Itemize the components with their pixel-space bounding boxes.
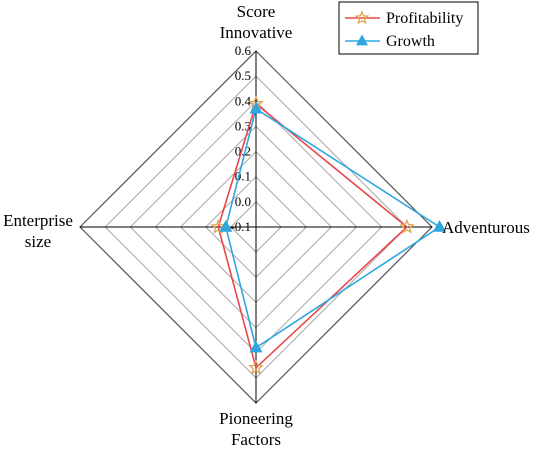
- data-point: [248, 359, 264, 375]
- legend-item: Growth: [345, 33, 435, 50]
- tick-label: 0.5: [235, 68, 251, 83]
- data-point: [249, 340, 263, 353]
- data-point: [432, 219, 447, 232]
- tick-label: -0.1: [230, 219, 251, 234]
- tick-label: 0.3: [235, 118, 251, 133]
- data-point: [399, 218, 415, 234]
- data-point: [210, 218, 227, 234]
- tick-label: 0.4: [235, 93, 252, 108]
- radial-tick-labels: -0.10.00.10.20.30.40.50.6: [230, 43, 251, 234]
- axis-label: Adventurous: [442, 218, 530, 237]
- axis-labels: Innovative Adventurous Pioneering Factors En…: [3, 23, 530, 449]
- series-growth: [219, 101, 447, 353]
- data-point: [249, 101, 263, 114]
- radar-series: [210, 95, 447, 375]
- legend-marker: [355, 34, 369, 46]
- series-line: [217, 102, 409, 370]
- axis-label: Enterprise size: [3, 211, 73, 251]
- tick-label: 0.1: [235, 169, 251, 184]
- data-point: [219, 219, 233, 232]
- series-profitability: [210, 95, 415, 375]
- axis-label: Innovative: [220, 23, 293, 42]
- legend-label: Growth: [386, 33, 435, 50]
- radial-axis-title: Score: [237, 2, 276, 21]
- series-line: [225, 107, 442, 349]
- legend-item: Profitability: [345, 10, 463, 27]
- legend-marker: [354, 10, 370, 25]
- tick-label: 0.6: [235, 43, 252, 58]
- axis-label: Pioneering Factors: [219, 409, 293, 449]
- tick-label: 0.0: [235, 194, 251, 209]
- legend: Profitability Growth: [338, 1, 479, 55]
- legend-label: Profitability: [386, 10, 463, 27]
